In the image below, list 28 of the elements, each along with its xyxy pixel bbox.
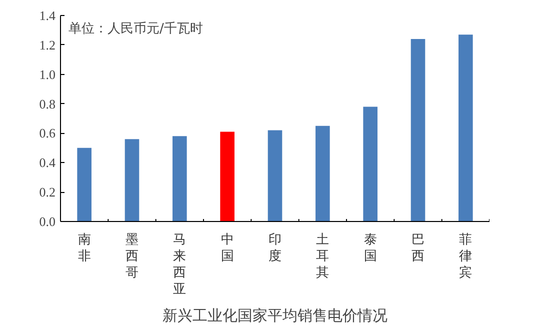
- x-tick-label: 南非: [78, 232, 91, 264]
- x-tick-label: 墨西哥: [126, 232, 138, 280]
- bar: [77, 148, 92, 222]
- bar: [172, 136, 187, 222]
- x-tick-label: 土耳其: [316, 232, 330, 280]
- x-tick-label: 巴西: [412, 232, 424, 264]
- bar: [363, 106, 378, 222]
- y-tick-label: 0.2: [39, 184, 56, 200]
- x-tick-label: 中国: [220, 232, 234, 264]
- y-tick-label: 1.2: [39, 37, 56, 52]
- bar: [316, 126, 330, 222]
- bar: [220, 132, 234, 222]
- y-tick-label: 0.0: [39, 214, 56, 229]
- x-tick-label: 印度: [268, 232, 282, 264]
- y-tick-label: 0.4: [39, 155, 56, 170]
- bar: [458, 34, 473, 222]
- y-tick-label: 1.4: [39, 8, 56, 23]
- x-tick-label: 马来西亚: [173, 232, 186, 297]
- y-tick-label: 0.8: [39, 96, 56, 112]
- bar: [124, 139, 140, 222]
- x-tick-label: 菲律宾: [459, 232, 472, 280]
- y-tick-label: 1.0: [39, 66, 56, 82]
- bar: [410, 39, 426, 222]
- annotation: 单位：人民币元/千瓦时: [68, 22, 203, 36]
- y-tick-label: 0.6: [39, 126, 56, 141]
- bar: [268, 130, 282, 222]
- x-tick-label: 泰国: [364, 232, 377, 264]
- text: 新兴工业化国家平均销售电价情况: [162, 306, 388, 324]
